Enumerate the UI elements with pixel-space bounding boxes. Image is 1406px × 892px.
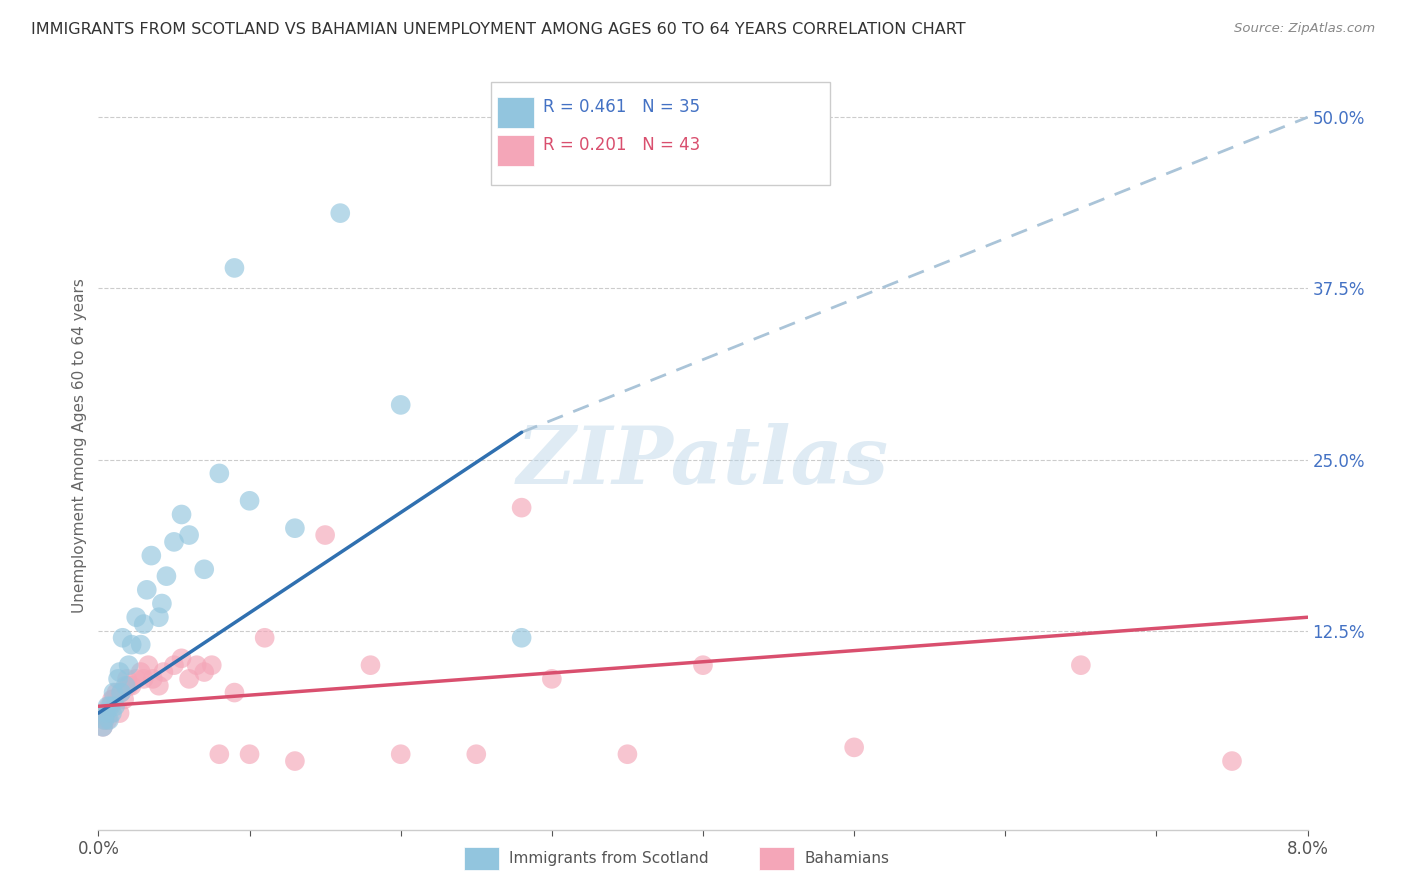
Point: [152, 665, 174, 679]
Point: [329, 206, 352, 220]
Point: [193, 665, 215, 679]
Point: [179, 672, 201, 686]
Point: [129, 665, 152, 679]
Point: [108, 665, 131, 679]
Point: [141, 549, 163, 563]
Point: [129, 638, 152, 652]
Point: [1070, 658, 1092, 673]
Point: [224, 685, 246, 699]
Point: [101, 706, 124, 720]
Point: [208, 467, 231, 481]
Text: IMMIGRANTS FROM SCOTLAND VS BAHAMIAN UNEMPLOYMENT AMONG AGES 60 TO 64 YEARS CORR: IMMIGRANTS FROM SCOTLAND VS BAHAMIAN UNE…: [31, 22, 966, 37]
Point: [115, 672, 138, 686]
FancyBboxPatch shape: [498, 97, 534, 128]
Point: [94, 706, 117, 720]
Point: [142, 672, 165, 686]
Point: [101, 692, 124, 706]
Point: [201, 658, 224, 673]
Point: [540, 672, 562, 686]
Point: [125, 672, 148, 686]
Point: [91, 720, 114, 734]
Point: [150, 597, 173, 611]
Point: [148, 610, 170, 624]
Point: [510, 631, 533, 645]
Text: Source: ZipAtlas.com: Source: ZipAtlas.com: [1234, 22, 1375, 36]
Text: R = 0.201   N = 43: R = 0.201 N = 43: [543, 136, 700, 154]
Point: [100, 699, 122, 714]
Point: [284, 754, 307, 768]
FancyBboxPatch shape: [492, 81, 830, 186]
Point: [98, 713, 121, 727]
Point: [94, 706, 117, 720]
Point: [132, 617, 155, 632]
Point: [844, 740, 866, 755]
Point: [170, 508, 193, 522]
Point: [112, 692, 135, 706]
Point: [110, 685, 132, 699]
Point: [616, 747, 638, 762]
Text: Bahamians: Bahamians: [804, 851, 889, 866]
Point: [96, 713, 118, 727]
Point: [121, 679, 143, 693]
Point: [510, 500, 533, 515]
FancyBboxPatch shape: [498, 136, 534, 166]
Point: [163, 534, 186, 549]
Text: Immigrants from Scotland: Immigrants from Scotland: [509, 851, 709, 866]
Point: [132, 672, 155, 686]
Point: [179, 528, 201, 542]
Point: [118, 679, 141, 693]
Point: [98, 699, 121, 714]
Point: [360, 658, 382, 673]
Point: [148, 679, 170, 693]
Point: [91, 720, 114, 734]
Point: [93, 713, 115, 727]
Point: [186, 658, 208, 673]
Point: [389, 398, 412, 412]
Point: [111, 631, 134, 645]
Point: [170, 651, 193, 665]
Point: [103, 685, 125, 699]
Point: [107, 672, 129, 686]
Point: [208, 747, 231, 762]
Point: [108, 706, 131, 720]
Point: [121, 638, 143, 652]
Point: [135, 582, 157, 597]
Point: [96, 699, 118, 714]
Text: R = 0.461   N = 35: R = 0.461 N = 35: [543, 98, 700, 116]
Point: [104, 699, 127, 714]
Y-axis label: Unemployment Among Ages 60 to 64 years: Unemployment Among Ages 60 to 64 years: [72, 278, 87, 614]
Point: [118, 658, 141, 673]
Point: [389, 747, 412, 762]
Point: [163, 658, 186, 673]
Point: [136, 658, 159, 673]
Point: [93, 713, 115, 727]
Point: [155, 569, 177, 583]
Point: [314, 528, 336, 542]
Text: ZIPatlas: ZIPatlas: [517, 423, 889, 500]
Point: [193, 562, 215, 576]
Point: [239, 493, 262, 508]
Point: [692, 658, 714, 673]
Point: [103, 692, 125, 706]
Point: [125, 610, 148, 624]
Point: [114, 679, 136, 693]
Point: [284, 521, 307, 535]
Point: [239, 747, 262, 762]
Point: [253, 631, 276, 645]
Point: [105, 685, 128, 699]
Point: [110, 685, 132, 699]
Point: [1220, 754, 1243, 768]
Point: [465, 747, 488, 762]
Point: [224, 260, 246, 275]
